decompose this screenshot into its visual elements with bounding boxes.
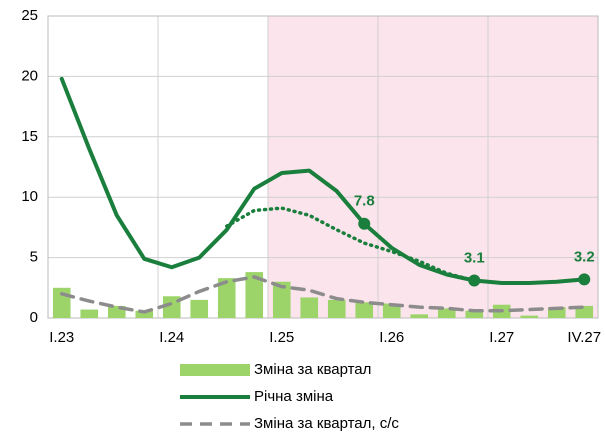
dotted-series (225, 206, 476, 283)
data-label: 3.2 (574, 248, 595, 265)
y-tick-label: 0 (30, 309, 38, 326)
dashed-series (60, 275, 586, 314)
legend-label: Зміна за квартал, с/с (254, 415, 399, 432)
y-tick-label: 25 (21, 7, 38, 24)
line-series (59, 76, 587, 285)
plot-border (47, 15, 599, 319)
point-marker (358, 217, 371, 230)
bar (80, 309, 99, 318)
y-tick-label: 15 (21, 128, 38, 145)
x-tick-label: I.25 (269, 329, 294, 346)
y-tick-label: 5 (30, 249, 38, 266)
bar (355, 302, 374, 318)
bar (437, 308, 456, 318)
bar (327, 299, 346, 318)
x-tick-label: I.26 (379, 329, 404, 346)
bar (245, 272, 264, 318)
bar (300, 297, 319, 318)
x-tick-label: I.23 (49, 329, 74, 346)
bar (382, 303, 401, 318)
point-marker (468, 274, 481, 287)
data-label: 7.8 (354, 193, 375, 210)
data-label: 3.1 (464, 250, 485, 267)
bar (410, 314, 429, 318)
x-tick-label: I.24 (159, 329, 184, 346)
bar (465, 310, 484, 318)
forecast-region (268, 16, 598, 318)
bar (217, 278, 236, 318)
legend-label: Зміна за квартал (254, 361, 371, 378)
x-tick-label: I.27 (489, 329, 514, 346)
bar (190, 299, 209, 318)
bar (520, 315, 539, 318)
bar (547, 307, 566, 318)
point-marker (578, 273, 591, 286)
bar (162, 296, 181, 318)
y-tick-label: 20 (21, 67, 38, 84)
legend-label: Річна зміна (254, 388, 334, 405)
x-tick-label: IV.27 (567, 329, 601, 346)
legend-swatch (180, 364, 250, 376)
bar (135, 310, 154, 318)
bar (272, 281, 291, 318)
y-tick-label: 10 (21, 188, 38, 205)
